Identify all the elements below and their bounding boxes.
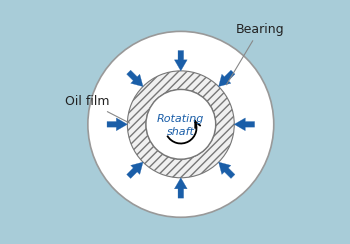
Polygon shape xyxy=(174,51,187,71)
Text: shaft: shaft xyxy=(167,127,195,137)
Text: Oil film: Oil film xyxy=(65,95,130,123)
Polygon shape xyxy=(234,118,254,131)
Polygon shape xyxy=(218,162,235,178)
Text: Bearing: Bearing xyxy=(226,22,284,85)
Polygon shape xyxy=(218,70,235,87)
Text: Rotating: Rotating xyxy=(157,113,204,123)
Circle shape xyxy=(88,31,274,217)
Polygon shape xyxy=(127,162,143,178)
Polygon shape xyxy=(107,118,127,131)
Circle shape xyxy=(146,90,216,159)
Polygon shape xyxy=(174,178,187,198)
Polygon shape xyxy=(127,70,143,87)
